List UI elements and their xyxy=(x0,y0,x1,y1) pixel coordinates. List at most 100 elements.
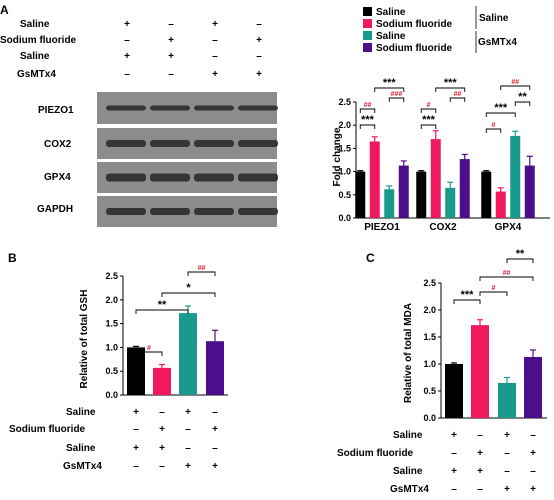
y-tick-label: 1.0 xyxy=(338,167,351,177)
sig-label: *** xyxy=(444,77,458,89)
sig-hash-label: ## xyxy=(198,265,206,272)
sig-hash-bracket xyxy=(388,97,405,102)
sig-hash-label: ## xyxy=(364,102,372,109)
blot-band xyxy=(238,173,278,182)
table-b-row-label: Saline xyxy=(66,443,96,454)
sig-label: *** xyxy=(383,77,397,89)
sig-hash-bracket xyxy=(485,128,502,133)
y-tick-label: 2.5 xyxy=(423,278,436,288)
treatment-table-a: Saline Sodium fluoride Saline GsMTx4 + – +… xyxy=(0,19,262,80)
sig-bracket xyxy=(453,299,481,304)
bar xyxy=(524,165,535,218)
legend-group-label: GsMTx4 xyxy=(478,37,517,48)
legend-group-label: Saline xyxy=(479,13,509,24)
blot-band xyxy=(194,208,234,215)
blot-band xyxy=(150,173,190,182)
bar xyxy=(206,341,224,395)
table-b-row-label: Sodium fluoride xyxy=(9,424,86,435)
sig-hash-label: # xyxy=(427,102,431,109)
bar xyxy=(153,367,171,395)
sig-hash-label: # xyxy=(492,122,496,129)
western-blot: PIEZO1 COX2 GPX4 GAPDH xyxy=(37,92,278,227)
bar xyxy=(355,171,366,218)
legend-swatch xyxy=(363,31,372,40)
sig-hash-bracket xyxy=(500,85,531,90)
table-a-row-label: Saline xyxy=(20,19,50,30)
sig-bracket xyxy=(514,101,531,106)
legend-label: Sodium fluoride xyxy=(376,43,453,54)
blot-band xyxy=(150,140,190,147)
blot-band xyxy=(106,208,146,215)
table-c-row-label: GsMTx4 xyxy=(390,484,429,495)
sig-hash-bracket xyxy=(479,291,508,296)
y-tick-label: 0.0 xyxy=(338,213,351,223)
bar xyxy=(471,325,489,418)
table-a-sign: – xyxy=(168,19,174,30)
bar xyxy=(127,347,145,395)
blot-label: PIEZO1 xyxy=(38,105,74,116)
y-tick-label: 2.0 xyxy=(423,305,436,315)
table-c-sign: + xyxy=(504,484,510,495)
table-b-sign: – xyxy=(185,424,191,435)
bar xyxy=(369,141,380,218)
table-b-sign: – xyxy=(159,461,165,472)
table-c-sign: + xyxy=(477,448,483,459)
y-tick-label: 0.5 xyxy=(423,386,436,396)
chart-b-gsh: Relative of total GSH 0.0 0.5 1.0 1.5 2.0 2.5… xyxy=(79,265,228,400)
table-a-sign: – xyxy=(168,69,174,80)
sig-label: *** xyxy=(422,114,436,126)
x-tick-label: COX2 xyxy=(429,222,457,233)
table-b-row-label: GsMTx4 xyxy=(63,461,102,472)
table-c-row-label: Saline xyxy=(393,466,423,477)
sig-label: ** xyxy=(518,91,527,103)
blot-band xyxy=(150,208,190,215)
table-c-sign: + xyxy=(477,466,483,477)
table-b-sign: + xyxy=(133,407,139,418)
table-c-sign: – xyxy=(477,430,483,441)
blot-band xyxy=(106,140,146,147)
x-tick-label: PIEZO1 xyxy=(364,222,400,233)
table-a-sign: – xyxy=(124,35,130,46)
y-tick-label: 1.5 xyxy=(105,319,118,329)
sig-hash-bracket xyxy=(359,108,376,113)
y-tick-label: 2.5 xyxy=(105,271,118,281)
sig-hash-bracket xyxy=(135,351,163,356)
table-b-sign: – xyxy=(212,407,218,418)
sig-bracket xyxy=(374,87,405,92)
blot-label: COX2 xyxy=(44,139,72,150)
table-b-sign: – xyxy=(133,424,139,435)
table-a-sign: + xyxy=(212,19,218,30)
bar xyxy=(416,171,427,218)
sig-hash-label: ## xyxy=(511,79,519,86)
table-a-sign: – xyxy=(256,19,262,30)
y-tick-label: 2.0 xyxy=(105,295,118,305)
table-c-sign: + xyxy=(530,484,536,495)
bar xyxy=(445,187,456,218)
sig-label: * xyxy=(186,282,191,294)
legend-swatch xyxy=(363,19,372,28)
table-c-sign: – xyxy=(530,430,536,441)
bar xyxy=(481,171,492,218)
table-a-sign: + xyxy=(168,35,174,46)
table-b-sign: + xyxy=(133,443,139,454)
bar xyxy=(498,382,516,418)
bar xyxy=(510,135,521,218)
sig-hash-label: ## xyxy=(454,91,462,98)
table-c-sign: + xyxy=(530,448,536,459)
table-b-row-label: Saline xyxy=(66,407,96,418)
sig-bracket xyxy=(135,309,189,314)
bar xyxy=(445,364,463,418)
legend-label: Sodium fluoride xyxy=(376,19,453,30)
sig-label: *** xyxy=(461,289,475,301)
sig-bracket xyxy=(506,258,534,263)
table-c-sign: + xyxy=(451,430,457,441)
table-c-sign: + xyxy=(504,430,510,441)
chart-c-ylabel: Relative of total MDA xyxy=(403,303,414,403)
sig-label: *** xyxy=(361,114,375,126)
chart-a-fold-change: Fold change 0.0 0.5 1.0 1.5 2.0 2.5 PIEZO1 COX2… xyxy=(332,77,550,233)
table-b-sign: – xyxy=(159,407,165,418)
table-b-sign: – xyxy=(212,443,218,454)
y-tick-label: 2.5 xyxy=(338,97,351,107)
table-c-sign: – xyxy=(504,466,510,477)
